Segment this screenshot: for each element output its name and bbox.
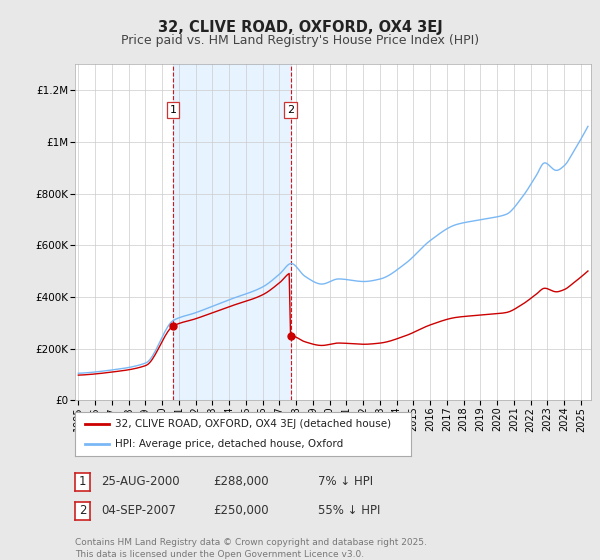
Text: 32, CLIVE ROAD, OXFORD, OX4 3EJ: 32, CLIVE ROAD, OXFORD, OX4 3EJ — [158, 20, 442, 35]
Text: 2: 2 — [79, 504, 86, 517]
Text: HPI: Average price, detached house, Oxford: HPI: Average price, detached house, Oxfo… — [115, 439, 344, 449]
Bar — [173, 64, 291, 400]
Text: 55% ↓ HPI: 55% ↓ HPI — [318, 504, 380, 517]
Text: Price paid vs. HM Land Registry's House Price Index (HPI): Price paid vs. HM Land Registry's House … — [121, 34, 479, 46]
Text: 1: 1 — [79, 475, 86, 488]
Text: Contains HM Land Registry data © Crown copyright and database right 2025.
This d: Contains HM Land Registry data © Crown c… — [75, 538, 427, 559]
Text: 04-SEP-2007: 04-SEP-2007 — [101, 504, 176, 517]
Text: 25-AUG-2000: 25-AUG-2000 — [101, 475, 179, 488]
Text: 2: 2 — [287, 105, 294, 115]
Text: £288,000: £288,000 — [213, 475, 269, 488]
Text: 1: 1 — [169, 105, 176, 115]
Text: 32, CLIVE ROAD, OXFORD, OX4 3EJ (detached house): 32, CLIVE ROAD, OXFORD, OX4 3EJ (detache… — [115, 419, 391, 429]
Text: £250,000: £250,000 — [213, 504, 269, 517]
Text: 7% ↓ HPI: 7% ↓ HPI — [318, 475, 373, 488]
